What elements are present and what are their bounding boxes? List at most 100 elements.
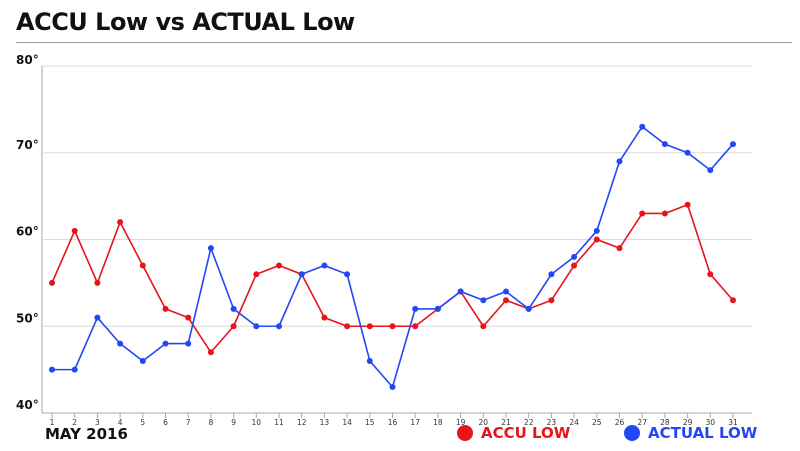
data-point: [94, 314, 101, 321]
y-tick-label: 60°: [16, 225, 39, 239]
x-tick-label: 18: [433, 418, 443, 427]
data-point: [480, 297, 487, 304]
x-tick-label: 29: [683, 418, 693, 427]
y-tick-label: 70°: [16, 138, 39, 152]
x-tick-label: 23: [547, 418, 557, 427]
chart-title: ACCU Low vs ACTUAL Low: [16, 8, 355, 36]
legend-label: ACCU LOW: [481, 424, 571, 442]
data-point: [276, 323, 282, 330]
x-tick-label: 22: [524, 418, 534, 427]
data-point: [366, 357, 373, 364]
data-point: [548, 297, 555, 304]
data-point: [707, 271, 714, 278]
y-axis-ticks: 40° 50° 60° 70° 80°: [16, 53, 39, 412]
data-point: [253, 271, 260, 278]
data-point: [71, 366, 78, 373]
data-point: [71, 227, 78, 234]
data-point: [730, 297, 736, 304]
x-tick-label: 3: [95, 418, 100, 427]
x-tick-label: 12: [297, 418, 307, 427]
x-tick-label: 17: [410, 418, 420, 427]
data-point: [94, 279, 101, 286]
data-point: [230, 323, 237, 330]
x-tick-label: 27: [637, 418, 647, 427]
legend-label: ACTUAL LOW: [648, 424, 758, 442]
data-point: [139, 357, 146, 364]
data-point: [162, 340, 169, 347]
data-point: [525, 305, 532, 312]
data-point: [503, 288, 509, 295]
data-point: [434, 305, 441, 312]
data-point: [639, 210, 646, 217]
data-point: [298, 271, 305, 278]
data-point: [548, 271, 555, 278]
data-point: [639, 123, 646, 130]
data-point: [593, 236, 600, 243]
x-tick-label: 8: [209, 418, 214, 427]
month-label: MAY 2016: [45, 425, 128, 443]
x-tick-label: 28: [660, 418, 670, 427]
data-point: [321, 314, 328, 321]
series-actual-low: [49, 123, 736, 390]
series-lines: [49, 123, 736, 390]
legend-item-accu: ACCU LOW: [457, 424, 570, 442]
legend-dot-icon: [624, 425, 640, 441]
data-point: [412, 305, 419, 312]
data-point: [117, 219, 124, 226]
data-point: [276, 262, 282, 269]
data-point: [457, 288, 464, 295]
data-point: [230, 305, 237, 312]
data-point: [571, 262, 578, 269]
data-point: [684, 201, 691, 208]
x-tick-label: 19: [456, 418, 466, 427]
y-tick-label: 40°: [16, 398, 39, 412]
x-tick-label: 9: [231, 418, 236, 427]
data-point: [162, 305, 169, 312]
data-point: [616, 245, 623, 252]
data-point: [117, 340, 124, 347]
data-point: [207, 349, 214, 356]
x-tick-label: 5: [140, 418, 145, 427]
gridlines: [41, 65, 752, 414]
data-point: [207, 245, 214, 252]
data-point: [616, 158, 623, 165]
data-point: [49, 366, 55, 373]
data-point: [49, 279, 55, 286]
title-divider: [16, 42, 792, 43]
x-tick-label: 31: [728, 418, 738, 427]
x-tick-label: 26: [615, 418, 625, 427]
x-tick-label: 16: [388, 418, 398, 427]
data-point: [344, 323, 351, 330]
data-point: [366, 323, 373, 330]
y-tick-label: 50°: [16, 311, 39, 325]
data-point: [730, 141, 736, 148]
series-accu-low: [49, 201, 736, 356]
data-point: [253, 323, 260, 330]
x-tick-label: 13: [320, 418, 330, 427]
x-tick-label: 11: [274, 418, 284, 427]
x-tick-label: 1: [50, 418, 55, 427]
legend-dot-icon: [457, 425, 473, 441]
data-point: [503, 297, 509, 304]
data-point: [661, 210, 668, 217]
x-tick-label: 4: [118, 418, 123, 427]
data-point: [389, 323, 396, 330]
y-tick-label: 80°: [16, 53, 39, 67]
data-point: [412, 323, 419, 330]
data-point: [661, 141, 668, 148]
data-point: [185, 314, 192, 321]
x-tick-label: 24: [569, 418, 579, 427]
data-point: [389, 383, 396, 390]
x-tick-label: 25: [592, 418, 602, 427]
x-tick-label: 6: [163, 418, 168, 427]
data-point: [321, 262, 328, 269]
x-tick-label: 20: [479, 418, 489, 427]
x-tick-label: 2: [72, 418, 77, 427]
legend-item-actual: ACTUAL LOW: [624, 424, 757, 442]
x-tick-label: 7: [186, 418, 191, 427]
data-point: [571, 253, 578, 260]
x-tick-label: 30: [706, 418, 716, 427]
data-point: [344, 271, 351, 278]
data-point: [185, 340, 192, 347]
